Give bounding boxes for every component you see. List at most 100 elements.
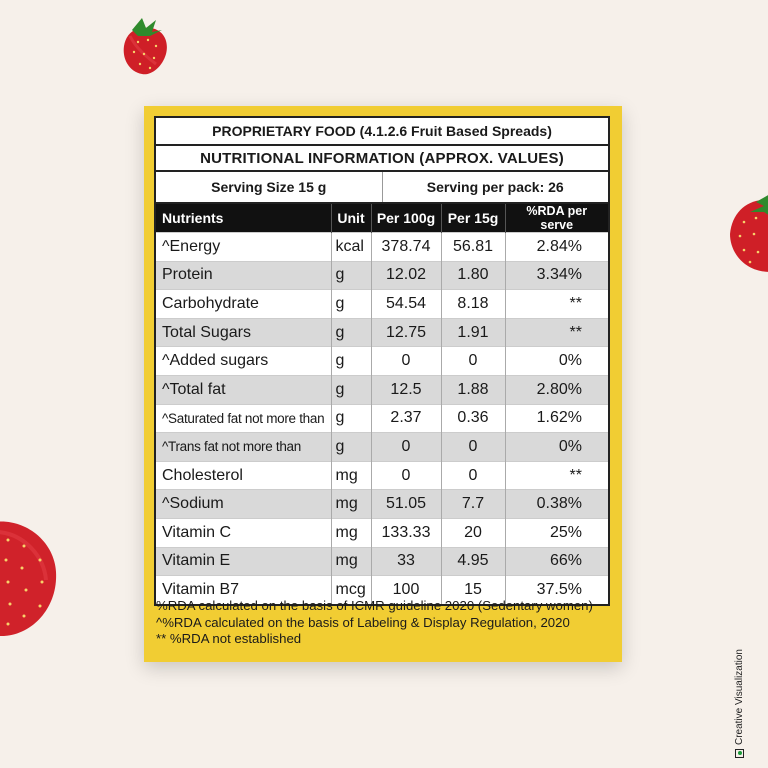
value-per-100g: 54.54 — [370, 289, 441, 319]
value-per-15g: 20 — [440, 517, 505, 548]
watermark: Creative Visualization — [734, 649, 745, 758]
nutrient-unit: g — [330, 346, 371, 376]
table-row: ^Saturated fat not more than g 2.37 0.36… — [156, 403, 608, 433]
table-row: ^Sodium mg 51.05 7.7 0.38% — [156, 489, 608, 519]
value-per-100g: 0 — [370, 432, 441, 462]
value-per-15g: 0 — [440, 346, 505, 376]
nutrition-table: Nutrients Unit Per 100g Per 15g %RDA per… — [156, 204, 608, 604]
column-header-nutrients: Nutrients — [156, 204, 331, 233]
value-rda: 3.34% — [504, 260, 608, 290]
value-per-100g: 12.5 — [370, 374, 441, 405]
nutrient-name: Vitamin E — [156, 546, 331, 576]
table-row: ^Trans fat not more than g 0 0 0% — [156, 432, 608, 462]
label-subtitle: NUTRITIONAL INFORMATION (APPROX. VALUES) — [156, 146, 608, 172]
serving-size: Serving Size 15 g — [211, 179, 327, 195]
column-header-per-15g: Per 15g — [440, 204, 505, 233]
column-header-per-100g: Per 100g — [370, 204, 441, 233]
value-per-100g: 2.37 — [370, 403, 441, 433]
serving-row: Serving Size 15 g Serving per pack: 26 — [156, 172, 608, 204]
table-row: ^Added sugars g 0 0 0% — [156, 346, 608, 376]
value-per-15g: 8.18 — [440, 289, 505, 319]
value-rda: ** — [504, 289, 608, 319]
value-per-15g: 1.91 — [440, 317, 505, 347]
value-per-15g: 1.88 — [440, 374, 505, 405]
nutrient-unit: mg — [330, 489, 371, 519]
value-per-15g: 4.95 — [440, 546, 505, 576]
table-header-row: Nutrients Unit Per 100g Per 15g %RDA per… — [156, 204, 608, 233]
value-per-100g: 12.02 — [370, 260, 441, 290]
nutrient-name: ^Sodium — [156, 489, 331, 519]
nutrient-unit: mg — [330, 517, 371, 548]
nutrient-name: ^Added sugars — [156, 346, 331, 376]
nutrient-name: Protein — [156, 260, 331, 290]
nutrient-name: Total Sugars — [156, 317, 331, 347]
value-per-15g: 56.81 — [440, 232, 505, 262]
value-per-100g: 100 — [370, 575, 441, 604]
table-row: ^Energy kcal 378.74 56.81 2.84% — [156, 232, 608, 262]
servings-per-pack: Serving per pack: 26 — [381, 172, 609, 202]
nutrient-unit: g — [330, 432, 371, 462]
nutrient-unit: mg — [330, 460, 371, 490]
value-rda: 2.80% — [504, 374, 608, 405]
value-rda: 1.62% — [504, 403, 608, 433]
nutrient-name: Vitamin C — [156, 517, 331, 548]
value-per-100g: 12.75 — [370, 317, 441, 347]
strawberry-icon — [0, 516, 60, 640]
nutrient-name: Vitamin B7 — [156, 575, 331, 604]
footnote-not-established: ** %RDA not established — [156, 631, 302, 646]
value-rda: 0.38% — [504, 489, 608, 519]
nutrient-unit: g — [330, 403, 371, 433]
nutrient-unit: mg — [330, 546, 371, 576]
footnote-regulation: ^%RDA calculated on the basis of Labelin… — [156, 614, 570, 630]
nutrient-unit: kcal — [330, 232, 371, 262]
table-row: Protein g 12.02 1.80 3.34% — [156, 260, 608, 290]
table-row: ^Total fat g 12.5 1.88 2.80% — [156, 374, 608, 405]
nutrition-label: PROPRIETARY FOOD (4.1.2.6 Fruit Based Sp… — [154, 116, 610, 606]
value-per-100g: 0 — [370, 346, 441, 376]
value-per-15g: 0 — [440, 460, 505, 490]
table-row: Carbohydrate g 54.54 8.18 ** — [156, 289, 608, 319]
value-per-15g: 7.7 — [440, 489, 505, 519]
value-rda: 25% — [504, 517, 608, 548]
value-per-15g: 15 — [440, 575, 505, 604]
table-row: Cholesterol mg 0 0 ** — [156, 460, 608, 490]
value-rda: 37.5% — [504, 575, 608, 604]
table-row: Vitamin B7 mcg 100 15 37.5% — [156, 575, 608, 604]
nutrient-name: ^Energy — [156, 232, 331, 262]
table-row: Total Sugars g 12.75 1.91 ** — [156, 317, 608, 347]
nutrient-unit: g — [330, 317, 371, 347]
value-per-15g: 0 — [440, 432, 505, 462]
nutrient-unit: g — [330, 289, 371, 319]
column-header-rda: %RDA per serve — [504, 204, 608, 233]
nutrient-unit: g — [330, 260, 371, 290]
value-rda: 0% — [504, 346, 608, 376]
footnotes: %RDA calculated on the basis of ICMR gui… — [156, 598, 616, 648]
value-rda: 66% — [504, 546, 608, 576]
value-per-100g: 51.05 — [370, 489, 441, 519]
table-row: Vitamin E mg 33 4.95 66% — [156, 546, 608, 576]
nutrient-name: ^Saturated fat not more than — [156, 403, 331, 433]
strawberry-icon — [116, 14, 172, 78]
value-per-100g: 378.74 — [370, 232, 441, 262]
nutrient-unit: mcg — [330, 575, 371, 604]
value-per-100g: 0 — [370, 460, 441, 490]
nutrition-label-panel: PROPRIETARY FOOD (4.1.2.6 Fruit Based Sp… — [144, 106, 622, 662]
watermark-text: Creative Visualization — [734, 649, 745, 745]
value-rda: 2.84% — [504, 232, 608, 262]
nutrient-unit: g — [330, 374, 371, 405]
value-per-15g: 0.36 — [440, 403, 505, 433]
value-rda: ** — [504, 317, 608, 347]
label-title: PROPRIETARY FOOD (4.1.2.6 Fruit Based Sp… — [156, 118, 608, 146]
nutrient-name: Carbohydrate — [156, 289, 331, 319]
nutrient-name: Cholesterol — [156, 460, 331, 490]
value-per-100g: 33 — [370, 546, 441, 576]
nutrient-name: ^Total fat — [156, 374, 331, 405]
value-per-100g: 133.33 — [370, 517, 441, 548]
nutrient-name: ^Trans fat not more than — [156, 432, 331, 462]
strawberry-icon — [724, 192, 768, 276]
column-header-unit: Unit — [330, 204, 371, 233]
footnote-rda-basis: %RDA calculated on the basis of ICMR gui… — [156, 598, 593, 613]
table-row: Vitamin C mg 133.33 20 25% — [156, 517, 608, 548]
green-dot-icon — [735, 749, 744, 758]
value-per-15g: 1.80 — [440, 260, 505, 290]
